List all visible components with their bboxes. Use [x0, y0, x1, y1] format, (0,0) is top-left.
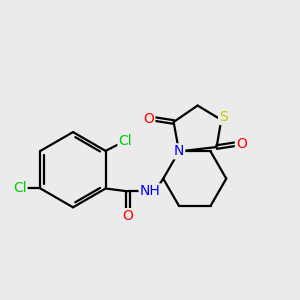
Text: Cl: Cl: [13, 182, 26, 196]
Text: S: S: [219, 110, 228, 124]
Text: N: N: [174, 144, 184, 158]
Text: O: O: [143, 112, 155, 126]
Text: Cl: Cl: [118, 134, 132, 148]
Text: NH: NH: [140, 184, 160, 198]
Text: O: O: [122, 209, 133, 223]
Text: O: O: [236, 137, 247, 151]
